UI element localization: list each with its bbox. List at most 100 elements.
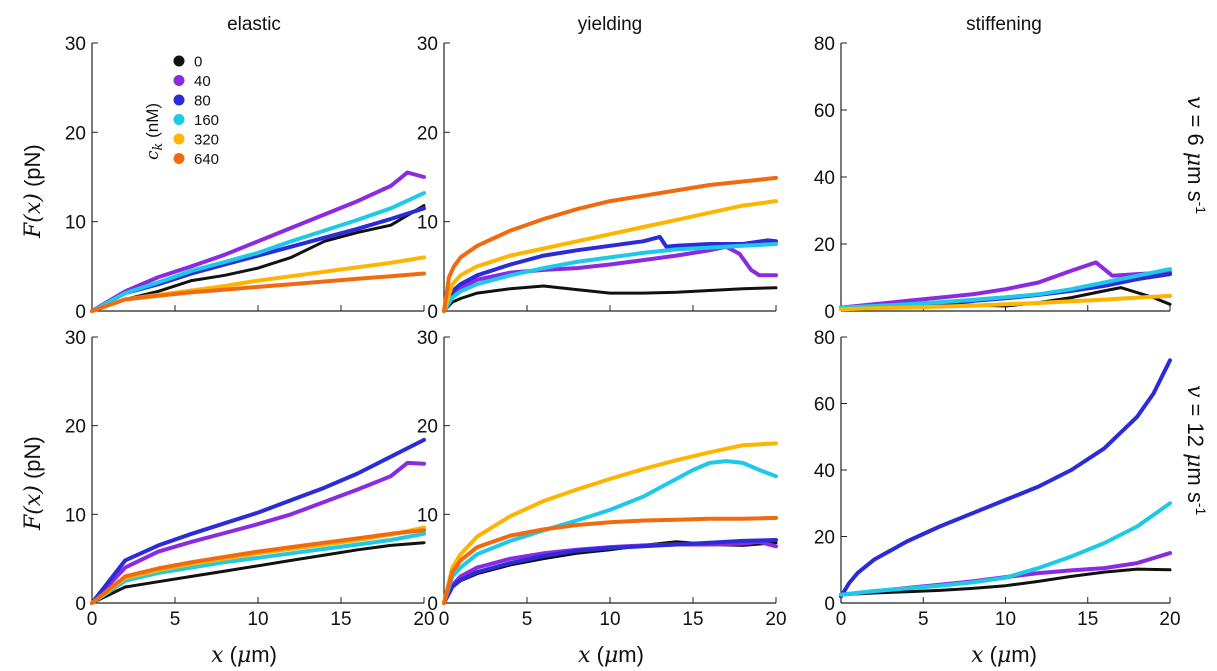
x-tick-label-yielding-bottom: 0 [439, 609, 450, 630]
column-title-yielding: yielding [578, 14, 642, 35]
row-label-bottom-eq: = 12 [1183, 397, 1208, 453]
y-tick-label-stiffening-bottom: 60 [814, 395, 835, 416]
x-tick-label-stiffening-bottom: 15 [1077, 609, 1098, 630]
y-tick-label-stiffening-top: 20 [814, 235, 835, 256]
legend-title: ck (nM) [143, 103, 166, 160]
x-tick-label-elastic-bottom: 20 [413, 609, 434, 630]
y-tick-label-stiffening-top: 40 [814, 168, 835, 189]
row-label-top-exp: -1 [1193, 202, 1209, 215]
row-label-bottom-unit: m s [1183, 467, 1208, 502]
row-label-top-unit: m s [1183, 166, 1208, 201]
legend-marker-640 [173, 153, 185, 164]
series-line-640-elastic-bottom [90, 528, 426, 605]
series-line-80-elastic-bottom [90, 437, 426, 605]
x-axis-title-stiffening-var: x [971, 643, 984, 668]
y-axis-title-bottom-paren: (x) [21, 485, 46, 515]
y-axis-title-top-var: F [21, 222, 46, 239]
x-tick-label-elastic-bottom: 5 [170, 609, 181, 630]
y-tick-label-elastic-bottom: 0 [75, 594, 86, 615]
row-label-bottom-exp: -1 [1193, 503, 1209, 516]
x-axis-title-elastic-mu: μ [237, 643, 251, 668]
y-tick-label-yielding-bottom: 0 [427, 594, 438, 615]
y-tick-label-elastic-bottom: 20 [65, 417, 86, 438]
legend-title-sub: k [151, 142, 166, 150]
panel-elastic-bottom: 0 10 20 30 0 5 10 15 20 [65, 328, 435, 630]
x-axis-title-yielding-mu: μ [604, 643, 618, 668]
y-tick-label-elastic-top: 10 [65, 213, 86, 234]
legend-marker-80 [173, 94, 185, 106]
panel-stiffening-bottom: 0 20 40 60 80 0 5 10 15 20 [814, 328, 1181, 630]
series-line-160-stiffening-top [839, 267, 1172, 310]
panel-yielding-top: 0 10 20 30 [417, 34, 778, 323]
x-axis-title-stiffening-unit: m [1011, 642, 1029, 667]
y-axis-title-bottom: F(x) (pN) [20, 436, 46, 531]
row-label-bottom-var: v [1182, 385, 1207, 398]
y-tick-label-yielding-top: 30 [417, 34, 438, 55]
x-axis-title-stiffening: x (μm) [971, 642, 1037, 668]
panel-elastic-top: 0 10 20 30 [65, 34, 426, 323]
x-axis-title-yielding-var: x [578, 643, 591, 668]
y-tick-label-yielding-bottom: 10 [417, 505, 438, 526]
series-line-160-elastic-bottom [90, 531, 426, 605]
series-line-160-stiffening-bottom [839, 501, 1172, 597]
x-axis-title-yielding-unit: m [618, 642, 636, 667]
row-label-bottom-mu: μ [1182, 453, 1207, 467]
x-axis-title-stiffening-mu: μ [997, 643, 1011, 668]
x-tick-label-yielding-bottom: 5 [522, 609, 533, 630]
y-tick-label-stiffening-top: 60 [814, 101, 835, 122]
y-tick-label-stiffening-bottom: 80 [814, 328, 835, 349]
legend-marker-160 [173, 114, 185, 125]
y-axis-title-top: F(x) (pN) [20, 144, 46, 239]
y-tick-label-yielding-top: 20 [417, 123, 438, 144]
y-tick-label-stiffening-top: 80 [814, 34, 835, 55]
series-line-320-yielding-top [442, 199, 778, 313]
x-axis-title-elastic-unit: m [251, 642, 269, 667]
y-tick-label-elastic-bottom: 10 [65, 505, 86, 526]
column-title-elastic: elastic [227, 14, 281, 35]
series-line-160-yielding-top [442, 242, 778, 313]
series-line-0-elastic-top [90, 204, 426, 313]
legend-label-160: 160 [194, 112, 219, 129]
legend-title-var: c [143, 150, 163, 160]
series-line-0-yielding-top [442, 284, 778, 313]
y-tick-label-yielding-top: 0 [427, 302, 438, 323]
column-title-stiffening: stiffening [966, 14, 1042, 35]
legend-label-40: 40 [194, 73, 211, 90]
x-axis-title-elastic-var: x [211, 643, 224, 668]
x-tick-label-elastic-bottom: 0 [87, 609, 98, 630]
series-line-640-yielding-bottom [442, 515, 778, 605]
x-tick-label-stiffening-bottom: 0 [836, 609, 847, 630]
x-tick-label-yielding-bottom: 15 [682, 609, 703, 630]
y-axis-title-bottom-unit: (pN) [20, 436, 45, 485]
series-line-320-stiffening-top [839, 293, 1172, 312]
legend-label-640: 640 [194, 151, 219, 168]
series-line-80-yielding-bottom [442, 538, 778, 605]
series-line-40-elastic-top [90, 170, 426, 313]
x-tick-label-stiffening-bottom: 10 [995, 609, 1016, 630]
series-line-160-elastic-top [90, 191, 426, 313]
row-label-top-mu: μ [1182, 152, 1207, 166]
y-tick-label-stiffening-bottom: 20 [814, 528, 835, 549]
y-tick-label-elastic-top: 20 [65, 123, 86, 144]
row-label-top: v = 6 μm s-1 [1182, 96, 1209, 214]
legend-label-0: 0 [194, 54, 202, 71]
x-tick-label-stiffening-bottom: 5 [918, 609, 929, 630]
series-line-640-yielding-top [442, 175, 778, 313]
y-tick-label-yielding-bottom: 30 [417, 328, 438, 349]
y-axis-title-top-paren: (x) [21, 193, 46, 223]
y-axis-title-bottom-var: F [21, 514, 46, 531]
legend-label-80: 80 [194, 93, 211, 110]
series-line-640-elastic-top [90, 271, 426, 313]
legend: ck (nM) 0 40 80 160 320 640 [143, 54, 219, 169]
panel-yielding-bottom: 0 10 20 30 0 5 10 15 20 [417, 328, 787, 630]
panel-stiffening-top: 0 20 40 60 80 [814, 34, 1172, 323]
legend-label-320: 320 [194, 132, 219, 149]
x-tick-label-yielding-bottom: 20 [765, 609, 786, 630]
series-line-40-yielding-top [442, 244, 778, 313]
legend-title-unit: (nM) [143, 103, 162, 143]
legend-marker-40 [173, 75, 185, 86]
y-tick-label-elastic-top: 0 [75, 302, 86, 323]
row-label-bottom: v = 12 μm s-1 [1182, 385, 1209, 516]
series-line-80-stiffening-bottom [839, 358, 1172, 599]
